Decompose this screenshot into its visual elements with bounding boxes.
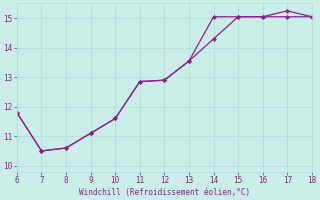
X-axis label: Windchill (Refroidissement éolien,°C): Windchill (Refroidissement éolien,°C) xyxy=(79,188,250,197)
